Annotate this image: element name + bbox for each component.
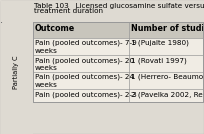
Text: Partially C: Partially C — [13, 55, 19, 89]
FancyBboxPatch shape — [0, 1, 204, 22]
FancyBboxPatch shape — [33, 38, 203, 55]
Text: Pain (pooled outcomes)- 7-9
weeks: Pain (pooled outcomes)- 7-9 weeks — [35, 40, 137, 54]
Text: Table 103   Licensed glucosamine sulfate versus plac-: Table 103 Licensed glucosamine sulfate v… — [34, 3, 204, 9]
Text: 1 (Pujalte 1980): 1 (Pujalte 1980) — [131, 40, 189, 46]
FancyBboxPatch shape — [0, 23, 32, 133]
Text: Number of studies: Number of studies — [131, 24, 204, 33]
Text: 1 (Rovati 1997): 1 (Rovati 1997) — [131, 57, 187, 64]
FancyBboxPatch shape — [33, 55, 203, 72]
FancyBboxPatch shape — [33, 89, 203, 102]
FancyBboxPatch shape — [33, 72, 203, 89]
Text: 1 (Herrero- Beaumont 2007): 1 (Herrero- Beaumont 2007) — [131, 74, 204, 81]
Text: 2 (Pavelka 2002, Reginster: 2 (Pavelka 2002, Reginster — [131, 91, 204, 98]
Text: Pain (pooled outcomes)- 2-3: Pain (pooled outcomes)- 2-3 — [35, 91, 137, 98]
Text: treatment duration: treatment duration — [34, 8, 103, 14]
FancyBboxPatch shape — [33, 22, 203, 38]
Text: Pain (pooled outcomes)- 24
weeks: Pain (pooled outcomes)- 24 weeks — [35, 74, 134, 88]
FancyBboxPatch shape — [33, 22, 203, 102]
Text: Outcome: Outcome — [35, 24, 75, 33]
Text: Pain (pooled outcomes)- 20
weeks: Pain (pooled outcomes)- 20 weeks — [35, 57, 134, 71]
